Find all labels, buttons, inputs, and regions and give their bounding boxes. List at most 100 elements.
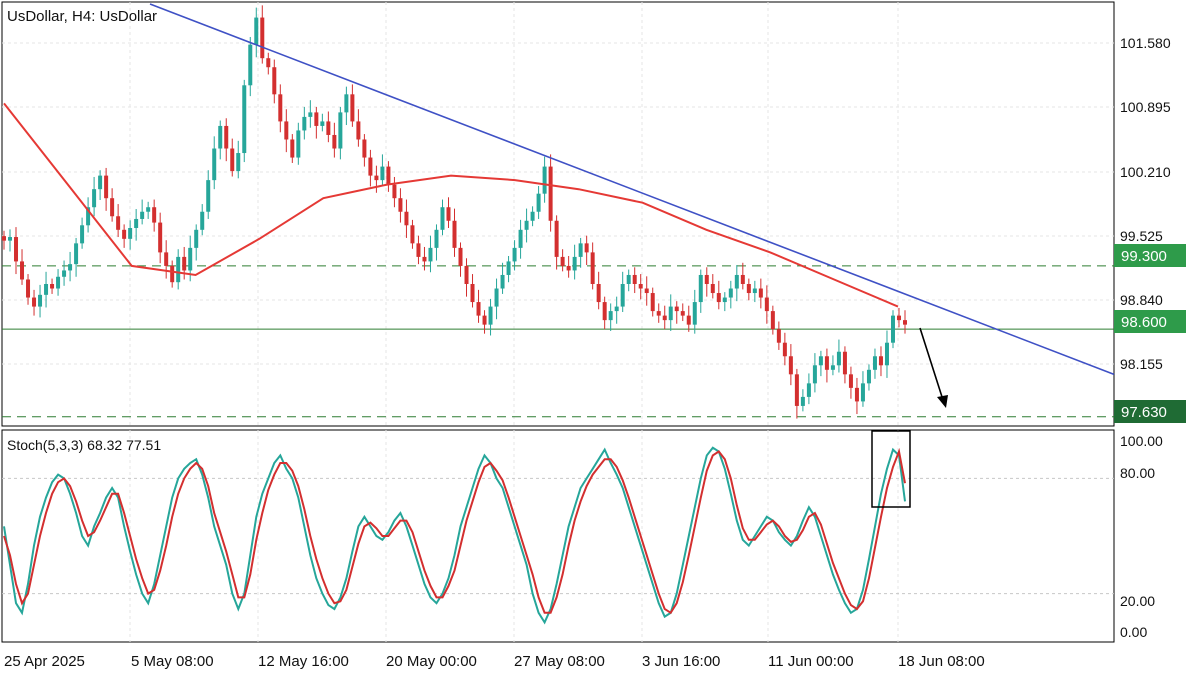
candle-body (86, 207, 91, 226)
price-tick: 98.840 (1120, 292, 1163, 308)
candle-body (884, 342, 889, 366)
candle-body (182, 256, 187, 271)
candle-body (704, 274, 709, 284)
candle-body (734, 274, 739, 289)
candle-body (356, 121, 361, 140)
candle-body (368, 157, 373, 176)
candle-body (608, 311, 613, 321)
candle-body (242, 85, 247, 154)
candle-body (476, 302, 481, 316)
candle-body (224, 125, 229, 149)
price-tick: 101.580 (1120, 35, 1171, 51)
candle-body (572, 256, 577, 271)
price-badge-label: 99.300 (1121, 248, 1167, 265)
candle-body (116, 216, 121, 230)
candle-body (620, 284, 625, 307)
candle-body (560, 256, 565, 266)
candle-body (626, 274, 631, 284)
candle-body (794, 374, 799, 406)
candle-body (668, 306, 673, 321)
price-badge-99300: 99.300 (1114, 244, 1186, 267)
candle-body (74, 243, 79, 265)
candle-body (302, 116, 307, 131)
price-badge-98600: 98.600 (1114, 310, 1186, 333)
candle-body (530, 211, 535, 221)
candle-body (536, 193, 541, 212)
candle-body (524, 220, 529, 230)
candle-body (812, 365, 817, 384)
candle-body (464, 265, 469, 284)
candle-body (158, 222, 163, 253)
candle-body (698, 274, 703, 303)
candle-body (842, 351, 847, 375)
candles (2, 5, 907, 419)
candle-body (2, 236, 6, 241)
candle-body (170, 265, 175, 283)
candle-body (422, 256, 427, 262)
candle-body (38, 294, 43, 307)
candle-body (518, 229, 523, 248)
candle-body (260, 17, 265, 59)
candle-body (896, 315, 901, 321)
candle-body (14, 237, 19, 262)
candle-body (824, 356, 829, 370)
candle-body (566, 265, 571, 271)
candle-body (746, 284, 751, 294)
horizontal-levels (2, 265, 1114, 418)
candle-body (128, 228, 133, 239)
candle-body (20, 261, 25, 280)
candle-body (752, 288, 757, 294)
candle-body (686, 315, 691, 325)
candle-body (584, 243, 589, 253)
candle-body (470, 284, 475, 303)
candle-body (176, 256, 181, 283)
candle-body (332, 134, 337, 149)
candle-body (428, 247, 433, 262)
candle-body (254, 17, 259, 45)
candle-body (434, 229, 439, 248)
candle-body (314, 112, 319, 126)
candle-body (500, 274, 505, 289)
stoch-axis: 100.00 80.00 20.00 0.00 (1120, 433, 1163, 640)
candle-body (488, 306, 493, 325)
candle-body (872, 356, 877, 370)
candle-body (110, 198, 115, 217)
candle-body (638, 284, 643, 289)
candle-body (740, 274, 745, 284)
candle-body (230, 148, 235, 172)
candle-body (446, 207, 451, 221)
candle-body (326, 121, 331, 135)
candle-body (392, 184, 397, 199)
candle-body (56, 276, 61, 289)
stoch-pane-frame (1, 429, 1115, 643)
stoch-line (3, 446, 906, 625)
candle-body (866, 369, 871, 384)
candle-body (716, 293, 721, 303)
candle-body (578, 243, 583, 257)
price-badge-97630: 97.630 (1114, 400, 1186, 423)
candle-body (320, 121, 325, 126)
price-badge-label: 97.630 (1121, 404, 1167, 421)
candle-body (248, 44, 253, 86)
time-tick: 11 Jun 00:00 (768, 653, 854, 670)
candle-body (152, 207, 157, 223)
descending-trendline (149, 3, 1115, 376)
candle-body (266, 58, 271, 68)
candle-body (554, 220, 559, 257)
candle-body (674, 306, 679, 312)
candle-body (200, 211, 205, 230)
candle-body (656, 311, 661, 316)
stochastic-lines (3, 446, 906, 625)
candle-body (62, 270, 67, 277)
candle-body (308, 112, 313, 117)
candle-body (188, 247, 193, 271)
price-tick: 100.210 (1120, 164, 1171, 180)
candle-body (818, 356, 823, 366)
candle-body (506, 261, 511, 275)
stoch-label: Stoch(5,3,3) 68.32 77.51 (7, 437, 161, 453)
candle-body (236, 153, 241, 172)
candle-body (68, 264, 73, 271)
candle-body (482, 315, 487, 325)
